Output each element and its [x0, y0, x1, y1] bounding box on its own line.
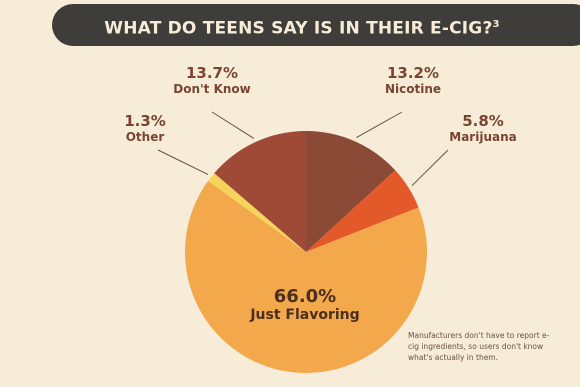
- label-marijuana-value: 5.8%: [462, 112, 504, 130]
- label-just-flavoring-value: 66.0%: [273, 286, 337, 307]
- label-dont-know-name: Don't Know: [173, 82, 251, 96]
- title-footnote-mark: 3: [492, 19, 500, 30]
- leader-line-marijuana: [411, 149, 449, 187]
- leader-line-dont-know: [211, 111, 255, 139]
- label-other-value: 1.3%: [124, 112, 166, 130]
- label-nicotine: 13.2% Nicotine: [358, 64, 468, 96]
- leader-line-nicotine: [356, 111, 403, 139]
- label-dont-know-value: 13.7%: [185, 64, 239, 82]
- title-bar: [52, 4, 580, 46]
- chart-title-text: WHAT DO TEENS SAY IS IN THEIR E-CIG?: [104, 18, 493, 39]
- pie-slice-other: [208, 173, 306, 252]
- pie-slices: [185, 131, 427, 373]
- label-just-flavoring-name: Just Flavoring: [250, 307, 360, 323]
- label-dont-know: 13.7% Don't Know: [152, 64, 272, 96]
- label-other: 1.3% Other: [100, 112, 190, 144]
- pie-slice-don-t-know: [214, 131, 306, 252]
- chart-title: WHAT DO TEENS SAY IS IN THEIR E-CIG?3: [52, 4, 552, 46]
- pie-slice-marijuana: [306, 170, 419, 252]
- footnote-text: Manufacturers don't have to report e-cig…: [408, 331, 550, 362]
- label-just-flavoring: 66.0% Just Flavoring: [230, 286, 380, 323]
- pie-slice-nicotine: [306, 131, 396, 252]
- label-other-name: Other: [125, 130, 165, 144]
- label-nicotine-name: Nicotine: [384, 82, 442, 96]
- leader-lines: [157, 111, 449, 187]
- label-marijuana: 5.8% Marijuana: [428, 112, 538, 144]
- pie-slice-just-flavoring: [185, 180, 427, 373]
- label-marijuana-name: Marijuana: [449, 130, 517, 144]
- label-nicotine-value: 13.2%: [386, 64, 440, 82]
- leader-line-other: [157, 149, 209, 175]
